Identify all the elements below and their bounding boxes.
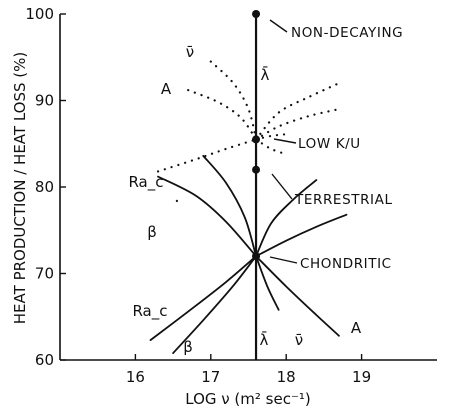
- annotation-leader: [269, 19, 288, 33]
- point-marker: [252, 10, 261, 18]
- y-tick-label: 60: [35, 351, 54, 369]
- series-line-10: [156, 138, 258, 173]
- curve-label-a-bottom: A: [351, 319, 362, 337]
- curve-label-a-top: A: [161, 80, 172, 98]
- axis-ticks: 16 17 18 19 60 70 80 90 100: [25, 5, 371, 386]
- y-tick-label: 100: [25, 5, 54, 23]
- x-axis-label: LOG ν (m² sec⁻¹): [185, 390, 311, 408]
- curve-label-ra-bottom: Ra_c: [132, 302, 167, 321]
- y-tick-label: 70: [35, 265, 54, 283]
- annotation-leader: [269, 256, 298, 264]
- y-tick-label: 90: [35, 92, 54, 110]
- series-line-0: [149, 255, 257, 342]
- point-marker: [252, 135, 261, 144]
- annotation-leader: [271, 173, 293, 200]
- annotated-points: [252, 10, 298, 264]
- series-line-1: [172, 255, 257, 354]
- series-line-4: [157, 175, 257, 258]
- curve-label-nu-top: ν̄: [186, 43, 194, 61]
- curve-label-nu-bottom: ν̄: [295, 331, 303, 349]
- series-line-11: [175, 199, 181, 208]
- series-line-9: [187, 89, 258, 141]
- series-marks: [149, 14, 348, 360]
- x-tick-label: 17: [201, 368, 220, 386]
- series-line-8: [209, 60, 258, 141]
- x-tick-label: 16: [126, 368, 145, 386]
- series-line-13: [254, 108, 341, 141]
- annotation-leader: [273, 138, 297, 144]
- series-line-6: [255, 179, 318, 258]
- plot-frame: [59, 14, 437, 361]
- label-non-decaying: NON-DECAYING: [291, 25, 403, 41]
- curve-label-lambda-bottom: λ̄: [260, 330, 269, 349]
- curve-label-beta-bottom: β: [183, 338, 193, 356]
- series-line-5: [202, 154, 257, 258]
- curve-label-lambda-top: λ̄: [261, 65, 270, 84]
- y-tick-label: 80: [35, 178, 54, 196]
- series-line-14: [254, 133, 288, 141]
- point-marker: [252, 252, 261, 261]
- series-line-7: [255, 213, 348, 258]
- series-line-3: [255, 255, 340, 337]
- series-line-15: [254, 138, 288, 156]
- x-tick-label: 18: [277, 368, 296, 386]
- label-low-ku: LOW K/U: [298, 136, 361, 152]
- label-terrestrial: TERRESTRIAL: [294, 192, 393, 208]
- curve-label-ra-top: Ra_c: [128, 173, 163, 192]
- series-line-2: [255, 255, 280, 311]
- point-marker: [252, 165, 261, 174]
- y-axis-label: HEAT PRODUCTION / HEAT LOSS (%): [11, 52, 29, 324]
- label-chondritic: CHONDRITIC: [300, 256, 392, 272]
- curve-label-beta-top: β: [147, 223, 157, 241]
- x-tick-label: 19: [352, 368, 371, 386]
